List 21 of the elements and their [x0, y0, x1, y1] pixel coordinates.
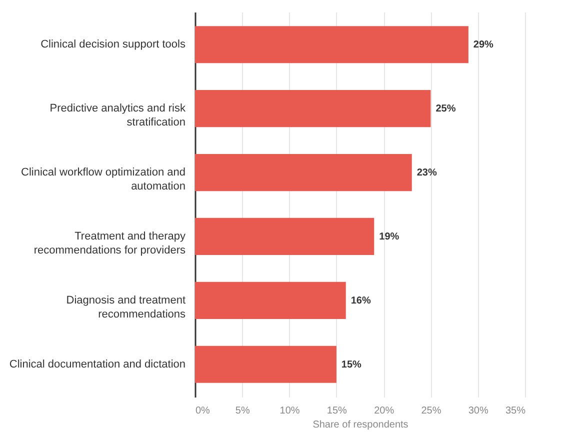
- y-tick-label: Treatment and therapy recommendations for providers: [34, 230, 186, 256]
- data-label: 15%: [341, 359, 362, 370]
- y-tick-label: Predictive analytics and risk stratification: [50, 102, 186, 129]
- x-tick-label: 20%: [374, 406, 394, 416]
- data-label: 23%: [416, 168, 437, 179]
- x-tick-label: 25%: [421, 406, 442, 416]
- data-label: 19%: [379, 231, 400, 242]
- x-tick-label: 10%: [280, 406, 300, 416]
- x-tick-label: 15%: [326, 406, 348, 416]
- y-tick-label: Diagnosis and treatment recommendations: [66, 294, 186, 320]
- y-tick-label: Clinical documentation and dictation: [9, 358, 186, 370]
- data-label: 16%: [350, 295, 371, 306]
- x-tick-label: 35%: [505, 406, 526, 416]
- data-label: 29%: [473, 40, 494, 51]
- x-tick-label: 0%: [196, 406, 210, 416]
- x-tick-label: 5%: [235, 406, 250, 416]
- y-tick-label: Clinical workflow optimization and automation: [21, 166, 186, 193]
- x-axis-title: Share of respondents: [312, 420, 408, 430]
- y-tick-label: Clinical decision support tools: [40, 38, 186, 51]
- data-label: 25%: [436, 104, 456, 115]
- x-tick-label: 30%: [468, 406, 488, 416]
